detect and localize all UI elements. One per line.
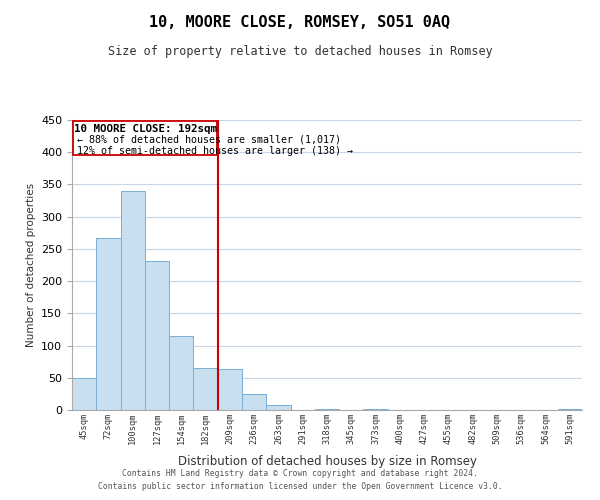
Text: 12% of semi-detached houses are larger (138) →: 12% of semi-detached houses are larger (… <box>77 146 353 156</box>
Bar <box>72 378 96 410</box>
Text: ← 88% of detached houses are smaller (1,017): ← 88% of detached houses are smaller (1,… <box>77 134 341 144</box>
Bar <box>242 394 266 410</box>
Text: 10 MOORE CLOSE: 192sqm: 10 MOORE CLOSE: 192sqm <box>74 124 217 134</box>
Bar <box>145 261 169 410</box>
Bar <box>218 370 242 410</box>
Text: Size of property relative to detached houses in Romsey: Size of property relative to detached ho… <box>107 45 493 58</box>
Bar <box>193 368 218 410</box>
FancyBboxPatch shape <box>73 122 217 155</box>
Bar <box>169 336 193 410</box>
Text: Contains HM Land Registry data © Crown copyright and database right 2024.: Contains HM Land Registry data © Crown c… <box>122 468 478 477</box>
Text: 10, MOORE CLOSE, ROMSEY, SO51 0AQ: 10, MOORE CLOSE, ROMSEY, SO51 0AQ <box>149 15 451 30</box>
Bar <box>96 238 121 410</box>
Bar <box>315 408 339 410</box>
Bar <box>558 408 582 410</box>
Text: Contains public sector information licensed under the Open Government Licence v3: Contains public sector information licen… <box>98 482 502 491</box>
X-axis label: Distribution of detached houses by size in Romsey: Distribution of detached houses by size … <box>178 456 476 468</box>
Y-axis label: Number of detached properties: Number of detached properties <box>26 183 35 347</box>
Bar <box>121 191 145 410</box>
Bar <box>266 406 290 410</box>
Bar <box>364 408 388 410</box>
